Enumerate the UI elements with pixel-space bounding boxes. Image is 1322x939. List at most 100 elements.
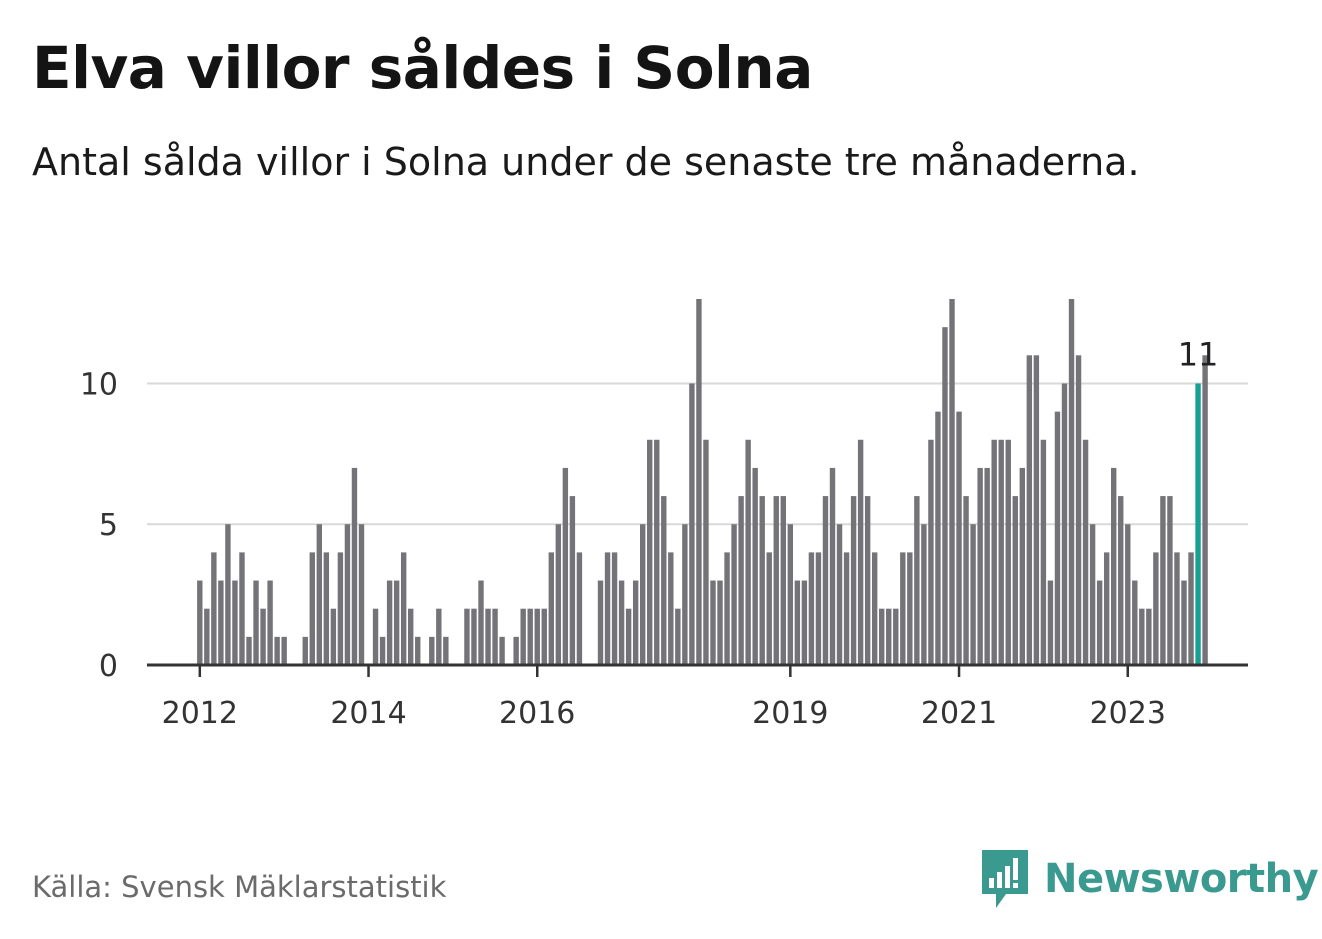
- bar: [478, 580, 484, 665]
- bar: [281, 636, 287, 665]
- bar: [928, 439, 934, 665]
- bar: [253, 580, 259, 665]
- bar: [358, 524, 365, 665]
- bar: [752, 467, 758, 665]
- bar: [485, 608, 491, 665]
- bar: [724, 552, 730, 665]
- bar: [1019, 467, 1026, 665]
- bar: [1139, 608, 1145, 665]
- x-tick-label: 2014: [330, 696, 406, 731]
- bar: [717, 580, 723, 665]
- y-tick-label: 10: [80, 367, 118, 402]
- bar: [1026, 355, 1033, 665]
- bar-chart: 0 5 10 2012 2014 2016 2019 2021 2023 11: [80, 299, 1248, 731]
- bar: [541, 608, 547, 665]
- bar: [689, 383, 695, 665]
- labels: 0 5 10 2012 2014 2016 2019 2021 2023 11: [80, 335, 1219, 731]
- bar: [857, 439, 864, 665]
- bar: [1118, 496, 1124, 665]
- bar: [597, 580, 604, 665]
- bar: [548, 552, 554, 665]
- axes: [147, 663, 1248, 677]
- bar: [344, 524, 351, 665]
- bar: [836, 524, 843, 665]
- bar: [330, 608, 337, 665]
- bar: [647, 439, 653, 665]
- bar: [309, 552, 315, 665]
- bar: [991, 439, 997, 665]
- bar: [815, 552, 822, 665]
- bar: [1068, 299, 1075, 665]
- bar: [879, 608, 885, 665]
- bar: [562, 467, 569, 665]
- brand-name: Newsworthy: [1044, 856, 1319, 902]
- bar: [998, 439, 1004, 665]
- bar: [527, 608, 533, 665]
- bar: [773, 496, 779, 665]
- bar: [1125, 524, 1131, 665]
- bar: [302, 636, 308, 665]
- bar: [408, 608, 414, 665]
- bar: [1096, 580, 1103, 665]
- bar: [1082, 439, 1089, 665]
- bar: [618, 580, 625, 665]
- bar: [372, 608, 379, 665]
- bar: [850, 496, 857, 665]
- bar: [611, 552, 618, 665]
- bar: [260, 608, 266, 665]
- bar: [843, 552, 850, 665]
- bar: [675, 608, 681, 665]
- bar: [780, 496, 786, 665]
- bar: [443, 636, 449, 665]
- bar: [738, 496, 744, 665]
- bar: [393, 580, 400, 665]
- bar: [1047, 580, 1054, 665]
- bar: [921, 524, 927, 665]
- bar: [963, 496, 969, 665]
- bar: [267, 580, 273, 665]
- bar: [1167, 496, 1173, 665]
- bar: [668, 552, 674, 665]
- bar: [766, 552, 772, 665]
- bar: [211, 552, 217, 665]
- bar: [907, 552, 913, 665]
- bar: [794, 580, 801, 665]
- bar: [274, 636, 280, 665]
- bar: [246, 636, 252, 665]
- bar: [239, 552, 245, 665]
- bar: [436, 608, 442, 665]
- bar: [1188, 552, 1194, 665]
- bar: [759, 496, 765, 665]
- bars: [197, 299, 1208, 665]
- bar: [429, 636, 435, 665]
- bar: [1061, 383, 1068, 665]
- bar: [654, 439, 660, 665]
- bar: [1132, 580, 1138, 665]
- x-tick-label: 2019: [752, 696, 828, 731]
- bar: [1089, 524, 1096, 665]
- bar: [710, 580, 716, 665]
- x-tick-label: 2016: [499, 696, 575, 731]
- x-tick-label: 2021: [921, 696, 997, 731]
- bar: [323, 552, 330, 665]
- bar: [808, 552, 815, 665]
- bar: [569, 496, 576, 665]
- bar: [499, 636, 505, 665]
- bar: [696, 299, 702, 665]
- bar: [970, 524, 976, 665]
- bar: [977, 467, 983, 665]
- bar: [400, 552, 407, 665]
- bar: [787, 524, 794, 665]
- x-tick-label: 2012: [162, 696, 238, 731]
- bar: [520, 608, 526, 665]
- bar: [935, 411, 941, 665]
- bar: [232, 580, 238, 665]
- bar: [801, 580, 808, 665]
- bar: [1075, 355, 1082, 665]
- bar: [225, 524, 231, 665]
- bar: [492, 608, 498, 665]
- bar: [197, 580, 203, 665]
- bar: [1111, 467, 1117, 665]
- bar: [632, 580, 639, 665]
- x-tick-label: 2023: [1090, 696, 1166, 731]
